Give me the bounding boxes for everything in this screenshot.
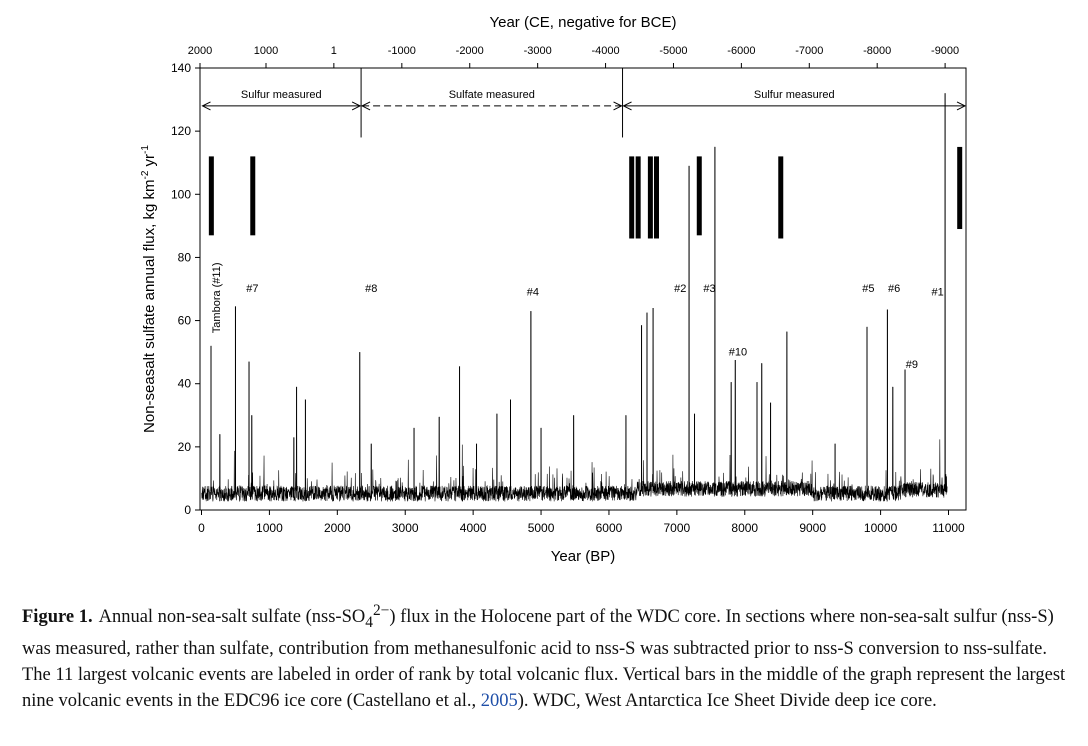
section-label: Sulfur measured [241, 89, 322, 101]
edc96-bar [635, 156, 641, 239]
caption-text-2: ) flux in the Holocene part of the WDC c… [22, 607, 1066, 711]
x-tick-label: 0 [198, 521, 205, 535]
volcanic-flux-chart: 0 1000 2000 3000 4000 5000 6000 7000 8000 9000 100… [140, 14, 967, 565]
tambora-label: Tambora (#11) [211, 262, 223, 333]
arrowhead-left [360, 101, 371, 111]
caption-text-1: Annual non-sea-salt sulfate (nss-SO [98, 607, 366, 628]
volcanic-event-label: #5 [862, 283, 874, 295]
top-tick-label: 1000 [254, 45, 278, 57]
section-label: Sulfur measured [754, 89, 835, 101]
x-tick-label: 7000 [664, 521, 691, 535]
y-tick-label: 80 [178, 250, 192, 264]
y-axis-title-mid: yr [141, 154, 158, 171]
edc96-bar [208, 156, 214, 236]
y-tick-label: 20 [178, 440, 192, 454]
top-tick-label: 2000 [188, 45, 212, 57]
citation-link[interactable]: 2005 [480, 690, 518, 711]
edc96-bar [250, 156, 256, 236]
edc96-bar [629, 156, 635, 239]
edc96-bar [957, 146, 963, 230]
volcanic-event-label: #10 [729, 346, 747, 358]
x-tick-label: 8000 [731, 521, 758, 535]
caption-label: Figure 1. [22, 607, 93, 628]
y-axis-title-main: Non-seasalt sulfate annual flux, kg km [141, 180, 158, 433]
caption-subscript: 4 [365, 613, 373, 631]
arrowhead-left [201, 101, 211, 111]
top-axis-title: Year (CE, negative for BCE) [489, 14, 676, 31]
y-tick-label: 60 [178, 314, 192, 328]
x-tick-label: 9000 [799, 521, 826, 535]
top-tick-label: -2000 [456, 45, 484, 57]
x-tick-label: 6000 [596, 521, 623, 535]
top-tick-label: -1000 [388, 45, 416, 57]
x-tick-label: 10000 [864, 521, 898, 535]
top-tick-label: -8000 [863, 45, 891, 57]
volcanic-event-label: #3 [703, 283, 715, 295]
y-tick-label: 140 [171, 61, 191, 75]
top-tick-label: 1 [331, 45, 337, 57]
top-tick-label: -9000 [931, 45, 959, 57]
arrowhead-right [613, 101, 623, 111]
volcanic-event-label: #6 [888, 283, 900, 295]
volcanic-event-label: #1 [932, 286, 944, 298]
y-tick-label: 0 [184, 503, 191, 517]
x-tick-label: 5000 [528, 521, 555, 535]
y-axis-title: Non-seasalt sulfate annual flux, kg km-2… [140, 145, 158, 433]
top-tick-label: -3000 [524, 45, 552, 57]
y-tick-label: 120 [171, 124, 191, 138]
axes-layer: 0 1000 2000 3000 4000 5000 6000 7000 8000 9000 100… [171, 45, 965, 535]
top-tick-label: -5000 [659, 45, 687, 57]
data-layer [201, 93, 963, 502]
volcanic-event-label: #8 [365, 283, 377, 295]
x-tick-label: 1000 [256, 521, 283, 535]
edc96-bar [647, 156, 653, 239]
x-tick-label: 2000 [324, 521, 351, 535]
arrowhead-left [622, 101, 632, 111]
volcanic-event-label: #9 [906, 359, 918, 371]
arrowhead-right [351, 101, 362, 111]
caption-superscript: 2− [372, 602, 390, 619]
y-axis-title-sup1: -2 [140, 170, 151, 179]
arrowhead-right [956, 101, 967, 111]
annotation-layer: Sulfur measured Sulfate measured Sulfur me… [201, 68, 967, 371]
x-axis-title: Year (BP) [551, 548, 615, 565]
y-tick-label: 100 [171, 187, 191, 201]
edc96-bar [653, 156, 659, 239]
top-tick-label: -6000 [727, 45, 755, 57]
plot-frame [199, 67, 967, 511]
figure-caption: Figure 1. Annual non-sea-salt sulfate (ns… [22, 598, 1072, 714]
x-tick-label: 3000 [392, 521, 419, 535]
flux-series-line [201, 93, 948, 502]
caption-text-3: ). WDC, West Antarctica Ice Sheet Divide… [517, 690, 937, 711]
edc96-bar [778, 156, 784, 239]
y-axis-title-sup2: -1 [140, 145, 151, 154]
edc96-bar [696, 156, 702, 236]
section-label: Sulfate measured [449, 89, 535, 101]
x-tick-label: 11000 [932, 521, 965, 535]
volcanic-event-label: #7 [246, 283, 258, 295]
y-tick-label: 40 [178, 377, 192, 391]
top-tick-label: -7000 [795, 45, 823, 57]
top-tick-label: -4000 [591, 45, 619, 57]
x-tick-label: 4000 [460, 521, 487, 535]
volcanic-event-label: #4 [527, 286, 539, 298]
volcanic-event-label: #2 [674, 283, 686, 295]
